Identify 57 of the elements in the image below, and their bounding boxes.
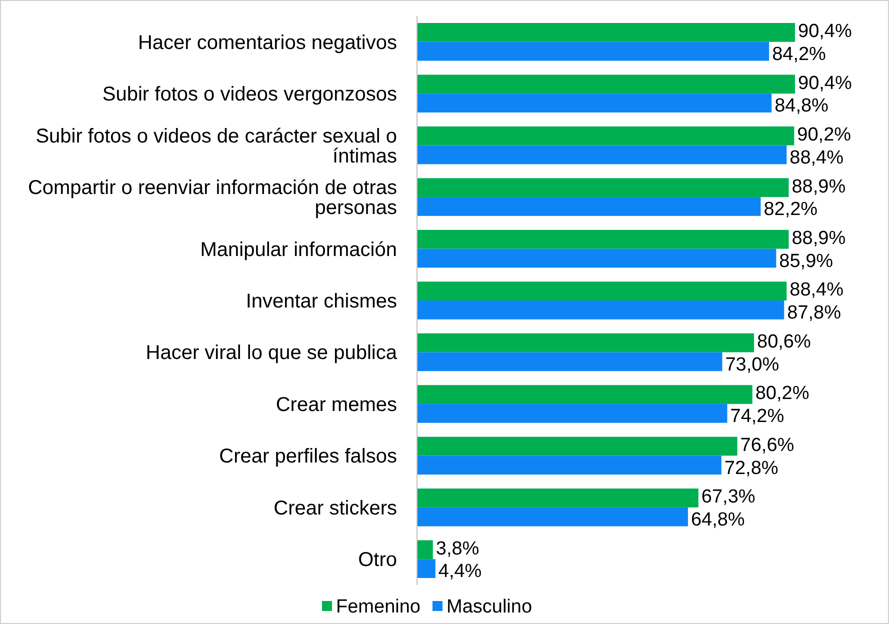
bar — [417, 248, 776, 268]
bar — [417, 540, 433, 560]
data-label: 64,8% — [690, 510, 745, 530]
data-label: 90,4% — [798, 21, 852, 42]
data-label: 88,4% — [790, 147, 844, 168]
data-label: 80,2% — [755, 383, 810, 404]
y-tick-label: Subir fotos o videos de carácter sexual o íntimas — [36, 125, 397, 168]
data-label: 87,8% — [787, 302, 842, 324]
legend-label: Femenino — [336, 596, 420, 618]
data-label: 3,8% — [436, 538, 480, 560]
bar — [417, 74, 795, 94]
bar — [417, 456, 722, 475]
bar — [417, 178, 789, 198]
y-tick-label: Crear perfiles falsos — [219, 446, 397, 468]
data-label: 85,9% — [779, 250, 834, 272]
data-label: 90,4% — [798, 72, 852, 94]
data-label: 88,4% — [790, 280, 844, 301]
data-label: 88,9% — [792, 228, 846, 249]
y-tick-label: Subir fotos o videos vergonzosos — [102, 84, 397, 106]
data-label: 88,9% — [792, 176, 846, 198]
data-label: 74,2% — [730, 406, 784, 428]
bar — [417, 436, 738, 456]
bar — [417, 559, 436, 578]
bar — [417, 22, 795, 42]
data-label: 67,3% — [701, 486, 756, 508]
y-tick-label: Hacer comentarios negativos — [138, 32, 397, 54]
data-label: 80,6% — [757, 331, 811, 352]
bar — [417, 333, 754, 352]
bar — [417, 145, 787, 164]
data-label: 90,2% — [797, 124, 852, 146]
y-tick-label: Manipular información — [200, 238, 397, 261]
data-label: 72,8% — [724, 458, 778, 479]
y-tick-label: Crear memes — [276, 394, 397, 416]
bar — [417, 126, 794, 146]
data-label: 82,2% — [764, 199, 818, 220]
data-label: 84,8% — [774, 96, 829, 117]
y-tick-label: Inventar chismes — [246, 290, 397, 312]
bar — [417, 282, 787, 300]
bar — [417, 404, 728, 423]
bar — [417, 230, 789, 249]
y-tick-label: Otro — [358, 549, 397, 572]
data-label: 76,6% — [740, 434, 794, 456]
data-label: 84,2% — [772, 44, 826, 65]
y-tick-label: Crear stickers — [274, 497, 397, 520]
bar — [417, 507, 688, 526]
bar — [417, 94, 772, 112]
y-tick-label: Compartir o reenviar información de otras personas — [28, 177, 397, 220]
data-label: 4,4% — [438, 561, 482, 582]
legend-label: Masculino — [446, 596, 532, 618]
bar — [417, 300, 784, 320]
y-tick-label: Hacer viral lo que se publica — [146, 342, 398, 364]
bar — [417, 352, 722, 372]
bar — [417, 488, 698, 508]
bar — [417, 42, 770, 61]
bar — [417, 385, 752, 404]
bar — [417, 197, 761, 216]
data-label: 73,0% — [725, 354, 780, 376]
